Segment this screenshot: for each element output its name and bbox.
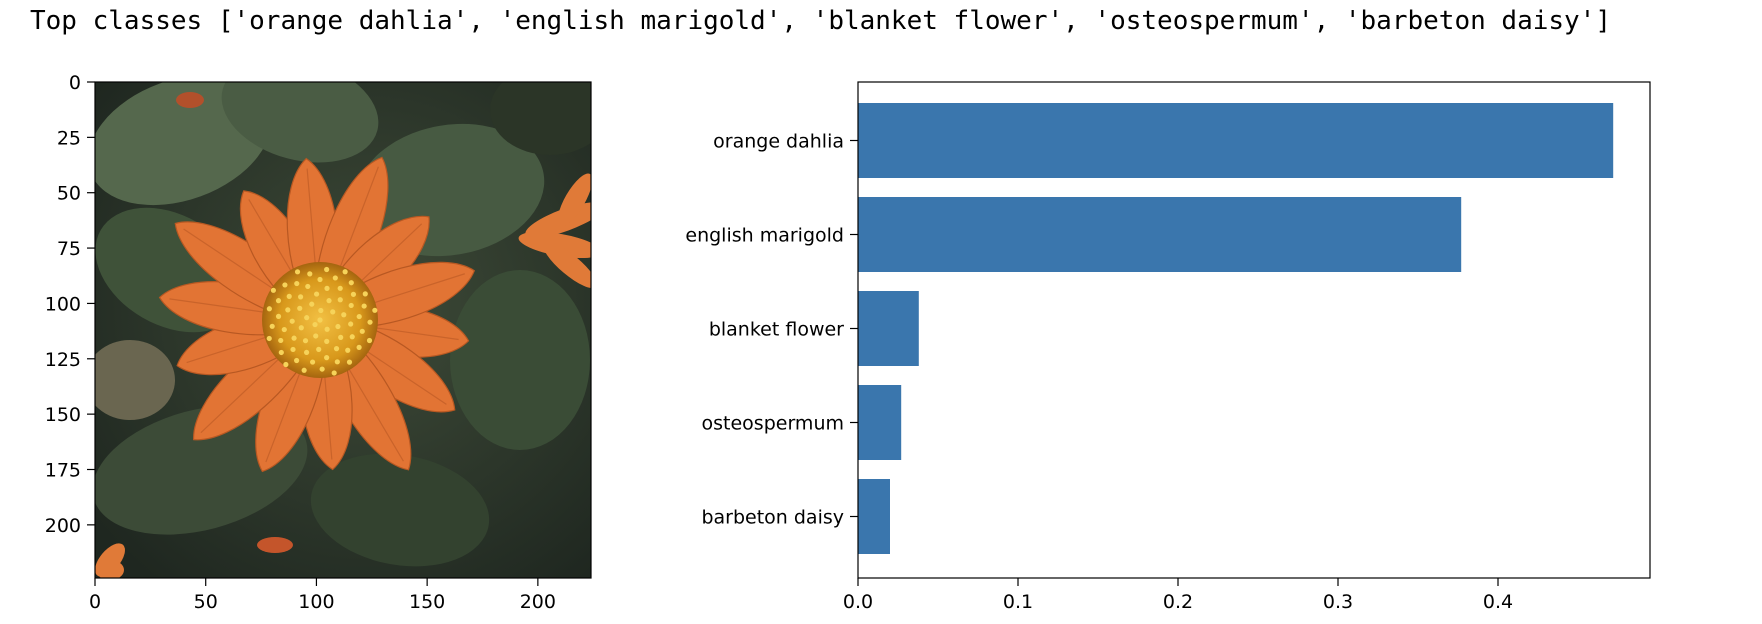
image-panel: 0 50 100 150 200 0 25 50 75 100 125 150 175 200 — [45, 72, 592, 613]
image-y-tick-label: 25 — [57, 127, 81, 149]
image-x-tick-label: 50 — [194, 591, 218, 613]
image-x-tick-label: 200 — [520, 591, 556, 613]
image-x-tick-label: 100 — [298, 591, 334, 613]
bar-chart-frame — [857, 81, 1651, 579]
x-tick-label: 0.3 — [1323, 591, 1353, 613]
bar-osteospermum — [858, 385, 902, 460]
y-tick-label: orange dahlia — [713, 131, 844, 153]
bar-english-marigold — [858, 197, 1462, 272]
image-y-tick-label: 100 — [45, 293, 81, 315]
bar-chart-panel: orange dahlia english marigold blanket flo… — [685, 81, 1651, 613]
image-y-tick-label: 175 — [45, 460, 81, 482]
image-y-tick-label: 75 — [57, 238, 81, 260]
image-y-tick-label: 150 — [45, 404, 81, 426]
flower-stamen — [266, 266, 378, 376]
image-y-tick-label: 125 — [45, 349, 81, 371]
y-tick-label: english marigold — [685, 225, 844, 247]
image-y-tick-label: 0 — [69, 72, 81, 94]
bar-barbeton-daisy — [858, 479, 890, 554]
x-tick-label: 0.0 — [843, 591, 873, 613]
y-tick-label: blanket flower — [709, 319, 844, 341]
image-x-tick-label: 0 — [89, 591, 101, 613]
y-tick-label: barbeton daisy — [701, 507, 844, 529]
x-tick-label: 0.1 — [1003, 591, 1033, 613]
image-y-tick-label: 50 — [57, 183, 81, 205]
image-y-tick-label: 200 — [45, 515, 81, 537]
image-x-tick-label: 150 — [409, 591, 445, 613]
bar-blanket-flower — [858, 291, 919, 366]
bar-orange-dahlia — [858, 103, 1614, 178]
x-tick-label: 0.4 — [1483, 591, 1513, 613]
figure-title: Top classes ['orange dahlia', 'english m… — [30, 6, 1611, 36]
x-tick-label: 0.2 — [1163, 591, 1193, 613]
y-tick-label: osteospermum — [702, 413, 844, 435]
flower-image — [95, 82, 591, 578]
